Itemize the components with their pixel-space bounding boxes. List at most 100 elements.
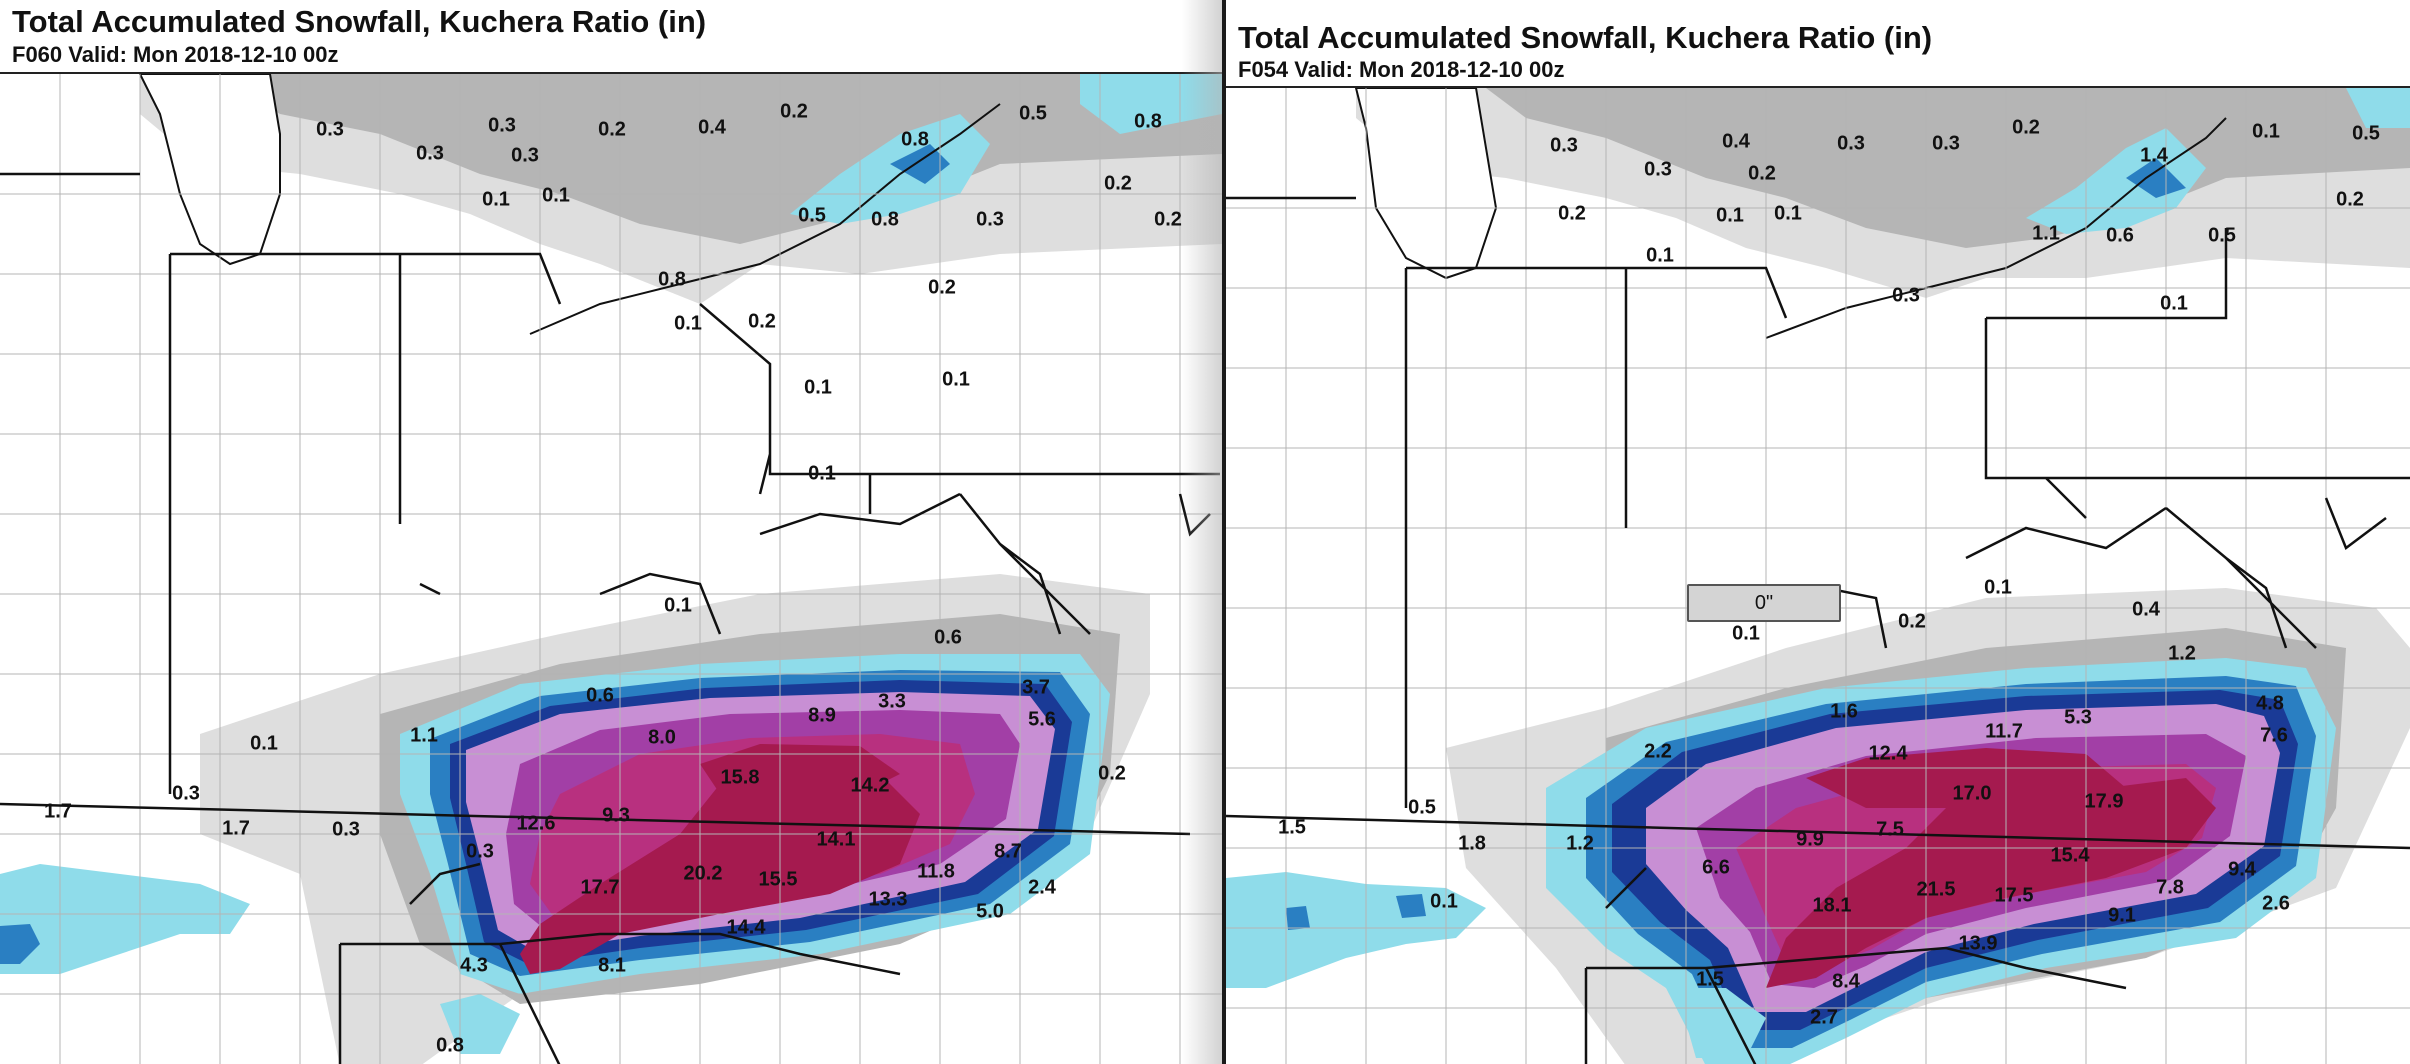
cyan-west-patch bbox=[1226, 872, 1486, 988]
snowfall-value-label: 1.7 bbox=[44, 800, 72, 823]
snowfall-value-label: 4.3 bbox=[460, 954, 488, 977]
snowfall-value-label: 0.8 bbox=[1134, 110, 1162, 133]
snowfall-value-label: 0.2 bbox=[1098, 762, 1126, 785]
snowfall-value-label: 1.7 bbox=[222, 817, 250, 840]
snowfall-value-label: 0.2 bbox=[780, 100, 808, 123]
snowfall-value-label: 15.8 bbox=[720, 766, 760, 789]
cyan-ne-corner bbox=[2346, 88, 2410, 128]
snowfall-value-label: 6.6 bbox=[1702, 856, 1730, 879]
county-grid bbox=[0, 74, 1222, 1064]
snowfall-value-label: 13.3 bbox=[868, 888, 908, 911]
snowfall-value-label: 1.1 bbox=[410, 724, 438, 747]
crimson-snow-core bbox=[1766, 778, 2216, 988]
panel-edge-shadow bbox=[1182, 0, 1222, 1064]
snowfall-value-label: 0.1 bbox=[1774, 202, 1802, 225]
snowfall-value-label: 1.5 bbox=[1278, 816, 1306, 839]
snowfall-value-label: 0.3 bbox=[1550, 134, 1578, 157]
snowfall-value-label: 4.8 bbox=[2256, 692, 2284, 715]
snowfall-value-label: 0.1 bbox=[542, 184, 570, 207]
snowfall-value-label: 21.5 bbox=[1916, 878, 1956, 901]
crimson-snow-core-north bbox=[700, 744, 900, 794]
snowfall-map-graphic bbox=[0, 74, 1222, 1064]
gray-band-north-mid bbox=[1486, 88, 2410, 248]
snowfall-value-label: 0.1 bbox=[1430, 890, 1458, 913]
blue-west-patch bbox=[1396, 894, 1426, 918]
snowfall-value-label: 5.3 bbox=[2064, 706, 2092, 729]
blue-west-patch bbox=[0, 924, 40, 964]
snowfall-shading bbox=[0, 74, 1222, 1064]
snowfall-value-label: 0.3 bbox=[1837, 132, 1865, 155]
snowfall-value-label: 0.1 bbox=[808, 462, 836, 485]
snowfall-value-label: 12.4 bbox=[1868, 742, 1908, 765]
county-lines bbox=[0, 74, 1222, 1064]
lake-erie-shore bbox=[1765, 117, 2227, 339]
snowfall-value-label: 3.7 bbox=[1022, 676, 1050, 699]
snowfall-value-label: 0.2 bbox=[928, 276, 956, 299]
snowfall-value-label: 15.4 bbox=[2050, 844, 2090, 867]
snowfall-value-label: 1.4 bbox=[2140, 144, 2168, 167]
snowfall-value-label: 0.1 bbox=[2160, 292, 2188, 315]
snowfall-value-label: 2.2 bbox=[1644, 740, 1672, 763]
snowfall-value-label: 8.1 bbox=[598, 954, 626, 977]
snowfall-value-label: 0.2 bbox=[748, 310, 776, 333]
snowfall-value-label: 0.3 bbox=[316, 118, 344, 141]
snowfall-value-label: 8.4 bbox=[1832, 970, 1860, 993]
snowfall-value-label: 2.4 bbox=[1028, 876, 1056, 899]
snowfall-value-label: 11.7 bbox=[1985, 720, 2023, 743]
snowfall-value-label: 7.5 bbox=[1876, 818, 1904, 841]
snowfall-value-label: 14.2 bbox=[850, 774, 890, 797]
snowfall-value-label: 0.1 bbox=[1646, 244, 1674, 267]
snowfall-value-label: 12.6 bbox=[516, 812, 556, 835]
snowfall-value-label: 17.5 bbox=[1994, 884, 2034, 907]
snowfall-value-label: 1.2 bbox=[1566, 832, 1594, 855]
snowfall-value-label: 0.1 bbox=[674, 312, 702, 335]
snowfall-value-label: 0.6 bbox=[2106, 224, 2134, 247]
snowfall-value-label: 5.6 bbox=[1028, 708, 1056, 731]
snowfall-value-label: 0.3 bbox=[416, 142, 444, 165]
snowfall-value-label: 0.2 bbox=[1104, 172, 1132, 195]
snowfall-value-label: 0.3 bbox=[488, 114, 516, 137]
snowfall-value-label: 0.1 bbox=[1984, 576, 2012, 599]
lake-michigan-outline bbox=[138, 74, 281, 266]
snowfall-value-label: 1.2 bbox=[2168, 642, 2196, 665]
snowfall-value-label: 0.2 bbox=[2012, 116, 2040, 139]
snowfall-value-label: 14.4 bbox=[726, 916, 766, 939]
lake-outlines bbox=[1354, 88, 2227, 339]
right-map-panel: Total Accumulated Snowfall, Kuchera Rati… bbox=[1226, 0, 2410, 1064]
snowfall-value-label: 0.3 bbox=[332, 818, 360, 841]
snowfall-value-label: 0.3 bbox=[1644, 158, 1672, 181]
snowfall-value-label: 14.1 bbox=[816, 828, 856, 851]
snowfall-value-label: 0.3 bbox=[466, 840, 494, 863]
snowfall-value-label: 9.3 bbox=[602, 804, 630, 827]
snowfall-value-label: 2.7 bbox=[1810, 1006, 1838, 1029]
snowfall-value-label: 0.1 bbox=[664, 594, 692, 617]
snowfall-value-label: 7.8 bbox=[2156, 876, 2184, 899]
state-border-lines bbox=[1226, 196, 2410, 1064]
snowfall-value-label: 5.0 bbox=[976, 900, 1004, 923]
snowfall-value-label: 0.3 bbox=[511, 144, 539, 167]
snowfall-value-label: 0.2 bbox=[1558, 202, 1586, 225]
state-borders bbox=[0, 172, 1220, 1064]
snowfall-value-label: 17.9 bbox=[2084, 790, 2124, 813]
snowfall-value-label: 0.5 bbox=[1019, 102, 1047, 125]
snowfall-map-graphic bbox=[1226, 88, 2410, 1064]
snowfall-value-label: 0.4 bbox=[1722, 130, 1750, 153]
snowfall-value-label: 1.6 bbox=[1830, 700, 1858, 723]
snowfall-value-label: 0.6 bbox=[586, 684, 614, 707]
snowfall-value-label: 0.5 bbox=[2208, 224, 2236, 247]
snowfall-value-label: 0.5 bbox=[1408, 796, 1436, 819]
snowfall-value-label: 1.8 bbox=[1458, 832, 1486, 855]
snowfall-value-label: 0.2 bbox=[1748, 162, 1776, 185]
value-tooltip: 0" bbox=[1687, 584, 1841, 622]
snowfall-value-label: 9.1 bbox=[2108, 904, 2136, 927]
snowfall-value-label: 0.6 bbox=[934, 626, 962, 649]
snowfall-value-label: 2.6 bbox=[2262, 892, 2290, 915]
crimson-snow-core-north bbox=[1806, 748, 2126, 808]
snowfall-value-label: 13.9 bbox=[1958, 932, 1998, 955]
snowfall-value-label: 0.4 bbox=[2132, 598, 2160, 621]
snowfall-value-label: 0.5 bbox=[798, 204, 826, 227]
snowfall-map: 0.3 0.4 0.3 0.3 0.2 0.1 0.5 1.4 0.3 0.2 0.2 0.2 0.1 0… bbox=[1226, 86, 2410, 1064]
snowfall-value-label: 0.2 bbox=[2336, 188, 2364, 211]
snowfall-value-label: 0.1 bbox=[482, 188, 510, 211]
snowfall-value-label: 17.0 bbox=[1952, 782, 1992, 805]
